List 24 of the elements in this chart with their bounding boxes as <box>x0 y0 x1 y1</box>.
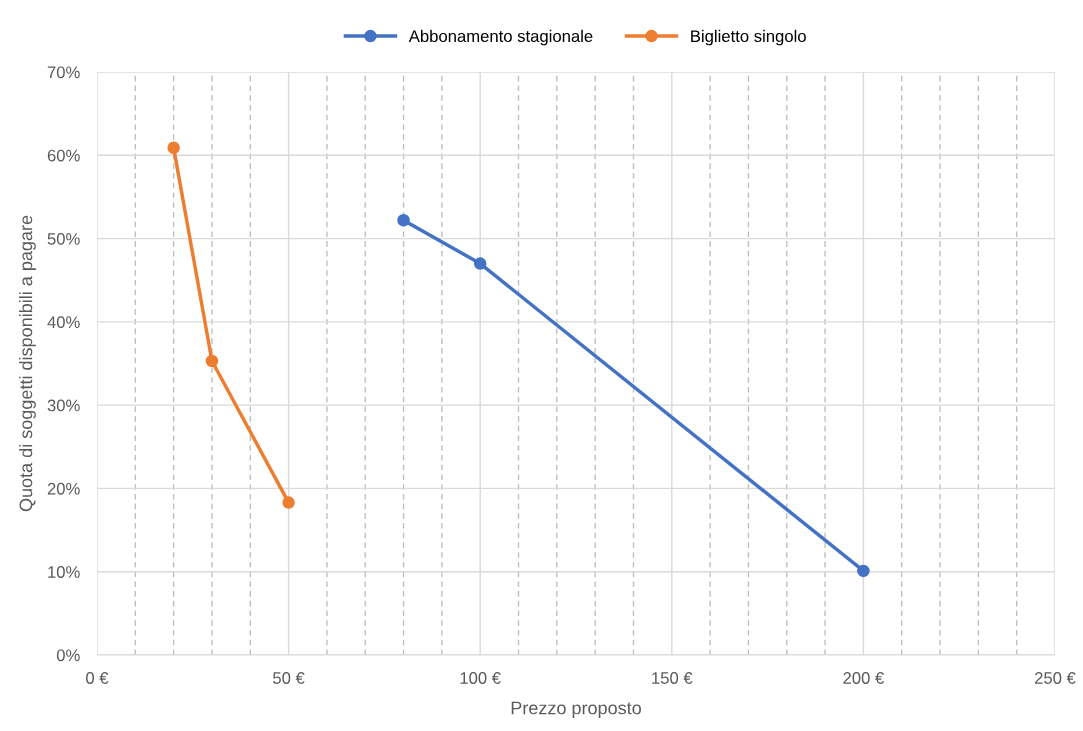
point <box>857 564 870 578</box>
x-tick-label: 100 € <box>460 672 501 684</box>
x-axis-title: Prezzo proposto <box>511 701 641 718</box>
y-tick-label: 30% <box>47 399 80 412</box>
point <box>282 496 295 509</box>
legend-label: Biglietto singolo <box>691 29 806 46</box>
point <box>397 213 410 227</box>
y-tick-label: 60% <box>47 149 80 162</box>
x-tick-label: 50 € <box>273 672 305 684</box>
x-tick-label: 200 € <box>843 672 885 684</box>
y-tick-label: 50% <box>47 232 80 245</box>
point <box>473 257 487 270</box>
point <box>205 354 219 368</box>
point <box>167 141 180 155</box>
y-tick-label: 40% <box>47 316 80 329</box>
y-tick-label: 70% <box>47 66 80 79</box>
legend-label: Abbonamento stagionale <box>408 29 593 46</box>
x-tick-label: 150 € <box>652 672 693 684</box>
y-tick-label: 10% <box>48 566 80 578</box>
x-tick-label: 0 € <box>86 672 109 684</box>
y-axis-title: Quota di soggetti disponibili a pagare <box>19 215 36 512</box>
y-tick-label: 0% <box>56 649 80 662</box>
y-tick-label: 20% <box>47 482 80 495</box>
x-tick-label: 250 € <box>1034 672 1076 684</box>
